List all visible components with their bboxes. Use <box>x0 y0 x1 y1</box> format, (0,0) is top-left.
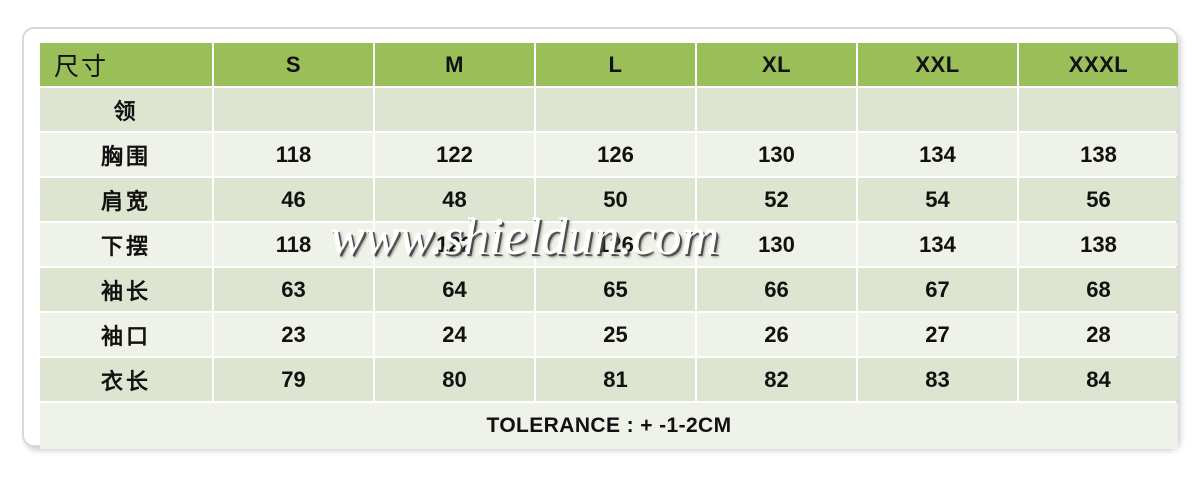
row-label: 衣长 <box>40 358 212 401</box>
row-cell: 83 <box>858 358 1017 401</box>
tolerance-note: TOLERANCE : + -1-2CM <box>40 403 1178 449</box>
row-cell: 24 <box>375 313 534 356</box>
row-cell <box>858 88 1017 131</box>
row-cell: 126 <box>536 133 695 176</box>
row-label: 袖长 <box>40 268 212 311</box>
size-table-container: 尺寸 S M L XL XXL XXXL 领 <box>38 41 1178 449</box>
row-cell: 122 <box>375 223 534 266</box>
row-cell: 25 <box>536 313 695 356</box>
row-label: 领 <box>40 88 212 131</box>
table-row: 袖口 23 24 25 26 27 28 <box>40 313 1178 356</box>
row-cell: 138 <box>1019 223 1178 266</box>
row-cell: 84 <box>1019 358 1178 401</box>
row-cell: 118 <box>214 223 373 266</box>
table-header: 尺寸 S M L XL XXL XXXL <box>40 43 1178 86</box>
row-cell: 23 <box>214 313 373 356</box>
row-cell: 134 <box>858 223 1017 266</box>
header-size-xxl: XXL <box>858 43 1017 86</box>
row-cell: 48 <box>375 178 534 221</box>
row-cell: 28 <box>1019 313 1178 356</box>
row-label: 下摆 <box>40 223 212 266</box>
table-row: 袖长 63 64 65 66 67 68 <box>40 268 1178 311</box>
row-cell <box>375 88 534 131</box>
row-cell: 27 <box>858 313 1017 356</box>
row-label: 肩宽 <box>40 178 212 221</box>
row-cell <box>697 88 856 131</box>
header-corner-label: 尺寸 <box>40 43 212 86</box>
row-cell: 64 <box>375 268 534 311</box>
header-size-m: M <box>375 43 534 86</box>
size-table: 尺寸 S M L XL XXL XXXL 领 <box>38 41 1180 451</box>
row-cell <box>536 88 695 131</box>
table-row: 领 <box>40 88 1178 131</box>
row-cell: 65 <box>536 268 695 311</box>
header-row: 尺寸 S M L XL XXL XXXL <box>40 43 1178 86</box>
row-cell: 26 <box>697 313 856 356</box>
row-cell: 52 <box>697 178 856 221</box>
row-cell: 63 <box>214 268 373 311</box>
row-label: 胸围 <box>40 133 212 176</box>
row-cell: 118 <box>214 133 373 176</box>
row-cell: 122 <box>375 133 534 176</box>
header-size-s: S <box>214 43 373 86</box>
row-cell: 126 <box>536 223 695 266</box>
row-label: 袖口 <box>40 313 212 356</box>
row-cell: 67 <box>858 268 1017 311</box>
row-cell: 138 <box>1019 133 1178 176</box>
row-cell: 79 <box>214 358 373 401</box>
row-cell <box>1019 88 1178 131</box>
table-row: 下摆 118 122 126 130 134 138 <box>40 223 1178 266</box>
header-size-l: L <box>536 43 695 86</box>
row-cell: 130 <box>697 223 856 266</box>
row-cell: 50 <box>536 178 695 221</box>
tolerance-row: TOLERANCE : + -1-2CM <box>40 403 1178 449</box>
row-cell: 80 <box>375 358 534 401</box>
row-cell <box>214 88 373 131</box>
table-row: 肩宽 46 48 50 52 54 56 <box>40 178 1178 221</box>
row-cell: 46 <box>214 178 373 221</box>
row-cell: 130 <box>697 133 856 176</box>
row-cell: 134 <box>858 133 1017 176</box>
table-row: 胸围 118 122 126 130 134 138 <box>40 133 1178 176</box>
row-cell: 82 <box>697 358 856 401</box>
header-size-xxxl: XXXL <box>1019 43 1178 86</box>
row-cell: 68 <box>1019 268 1178 311</box>
row-cell: 66 <box>697 268 856 311</box>
header-size-xl: XL <box>697 43 856 86</box>
table-body: 领 胸围 118 122 126 130 134 138 <box>40 88 1178 449</box>
table-row: 衣长 79 80 81 82 83 84 <box>40 358 1178 401</box>
row-cell: 56 <box>1019 178 1178 221</box>
row-cell: 54 <box>858 178 1017 221</box>
row-cell: 81 <box>536 358 695 401</box>
